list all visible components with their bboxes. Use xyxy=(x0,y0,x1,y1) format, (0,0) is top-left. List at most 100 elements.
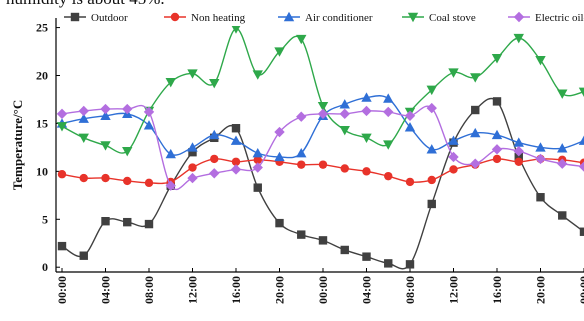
series-line xyxy=(61,27,584,154)
data-point xyxy=(513,11,525,23)
data-point xyxy=(448,151,459,163)
data-point xyxy=(209,129,220,140)
data-point xyxy=(144,219,154,229)
legend: Outdoor Non heating Air conditioner Coal st… xyxy=(62,8,584,26)
data-point xyxy=(253,183,262,192)
data-point xyxy=(122,147,133,157)
y-tick-label: 15 xyxy=(36,116,48,130)
data-point xyxy=(123,217,132,227)
data-point xyxy=(514,152,523,162)
x-tick-label: 16:00 xyxy=(490,276,504,304)
data-point xyxy=(361,92,372,102)
data-point xyxy=(274,151,285,162)
data-point xyxy=(557,158,568,169)
data-point xyxy=(296,111,307,122)
data-point xyxy=(427,199,436,209)
data-point xyxy=(317,101,329,112)
data-point xyxy=(448,135,459,145)
data-point xyxy=(536,193,545,202)
data-point xyxy=(318,236,328,245)
data-point xyxy=(56,108,68,120)
data-point xyxy=(426,102,437,114)
legend-label: Coal stove xyxy=(429,12,476,24)
series-non-heating xyxy=(57,154,584,188)
data-point xyxy=(426,85,437,96)
data-point xyxy=(471,105,480,115)
x-tick-label: 12:00 xyxy=(447,276,461,304)
data-point xyxy=(470,73,481,83)
data-point xyxy=(296,34,307,45)
data-point xyxy=(297,160,306,169)
data-point xyxy=(143,106,155,118)
x-tick-label: 00:00 xyxy=(316,276,330,304)
plot-area: 0 5 10 15 20 25 00:00 04:00 08:00 12:00 16:00 20:00… xyxy=(10,8,584,304)
data-point xyxy=(100,141,111,151)
data-point xyxy=(578,161,584,172)
series-outdoor xyxy=(57,97,584,270)
data-point xyxy=(209,78,220,89)
data-point xyxy=(78,105,89,117)
x-tick-label: 04:00 xyxy=(99,276,113,304)
data-point xyxy=(78,113,89,123)
data-point xyxy=(578,87,584,98)
caption-fragment: humidity is about 45%. xyxy=(6,0,165,9)
data-point xyxy=(79,251,88,260)
data-point xyxy=(535,55,546,66)
legend-box xyxy=(62,8,584,26)
data-point xyxy=(383,106,394,118)
data-point xyxy=(144,178,154,188)
data-point xyxy=(361,133,372,144)
data-point xyxy=(404,122,416,132)
data-point xyxy=(230,135,242,145)
data-point xyxy=(405,177,415,187)
y-tick-label: 0 xyxy=(42,260,48,274)
data-point xyxy=(274,47,285,57)
data-point xyxy=(165,78,176,88)
data-point xyxy=(492,154,502,164)
data-point xyxy=(578,135,584,145)
data-point xyxy=(57,241,67,251)
data-point xyxy=(491,54,503,64)
data-point xyxy=(470,127,481,138)
x-tick-label: 20:00 xyxy=(273,276,287,304)
legend-label: Electric oil-filled radiator xyxy=(535,12,584,24)
data-point xyxy=(100,110,111,120)
data-point xyxy=(384,171,393,181)
data-point xyxy=(470,158,481,169)
data-point xyxy=(535,153,546,165)
data-point xyxy=(275,218,284,228)
data-point xyxy=(210,154,219,164)
data-point xyxy=(70,12,80,22)
data-point xyxy=(491,144,503,155)
data-point xyxy=(407,12,419,23)
y-tick-label: 10 xyxy=(36,164,48,178)
x-tick-label: 08:00 xyxy=(403,276,417,304)
data-point xyxy=(426,144,437,154)
data-point xyxy=(165,148,176,159)
data-point xyxy=(78,133,89,144)
data-point xyxy=(558,211,567,220)
data-point xyxy=(123,176,132,186)
legend-label: Non heating xyxy=(191,12,246,24)
x-tick-label: 12:00 xyxy=(186,276,200,304)
data-point xyxy=(252,162,263,173)
data-point xyxy=(557,89,568,99)
data-point xyxy=(187,69,198,79)
data-point xyxy=(101,217,110,226)
data-point xyxy=(231,124,241,133)
data-point xyxy=(188,147,197,157)
data-point xyxy=(405,260,415,269)
data-point xyxy=(56,122,68,132)
data-point xyxy=(514,157,523,166)
series-electric-oil-filled-radiator xyxy=(56,102,584,191)
data-point xyxy=(143,120,155,130)
x-tick-label: 00:00 xyxy=(577,276,584,304)
y-tick-label: 5 xyxy=(42,212,48,226)
data-point xyxy=(513,137,524,147)
data-point xyxy=(100,103,111,115)
x-tick-label: 04:00 xyxy=(360,276,374,304)
y-axis-title: Temperature/°C xyxy=(10,100,25,190)
data-point xyxy=(57,170,67,179)
data-point xyxy=(340,164,349,173)
data-point xyxy=(296,147,307,158)
